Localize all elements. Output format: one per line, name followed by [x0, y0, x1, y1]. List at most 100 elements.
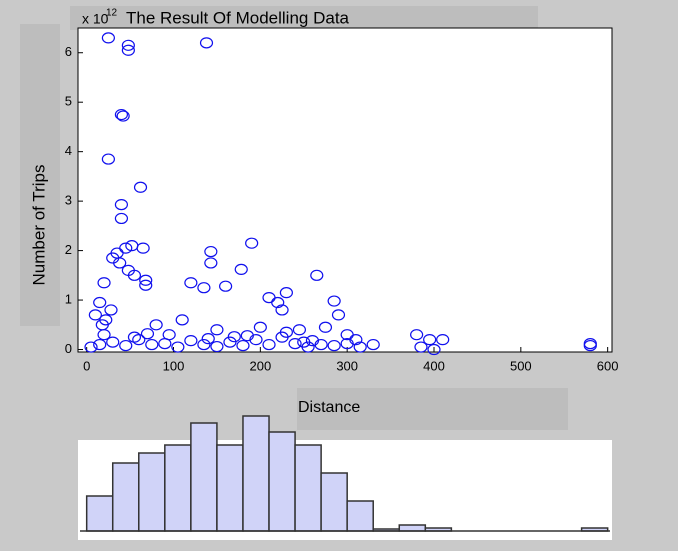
- point: [136, 242, 150, 254]
- point: [184, 277, 198, 289]
- point: [101, 32, 115, 44]
- point: [292, 324, 307, 336]
- point: [84, 341, 98, 353]
- x-tick-label: 500: [510, 358, 532, 373]
- point: [327, 295, 341, 307]
- point: [349, 334, 363, 346]
- x-tick-label: 400: [423, 358, 445, 373]
- x-axis-label: Distance: [298, 399, 360, 416]
- point: [171, 341, 185, 353]
- point: [127, 269, 142, 281]
- hist-bar: [398, 524, 427, 532]
- point: [113, 257, 127, 269]
- point: [240, 330, 254, 342]
- point: [132, 334, 146, 346]
- point: [245, 237, 259, 249]
- hist-bar: [138, 452, 166, 532]
- point: [97, 277, 111, 289]
- hist-bar: [85, 495, 114, 532]
- point: [201, 333, 215, 345]
- point: [353, 341, 367, 353]
- y-tick-label: 6: [65, 44, 72, 59]
- y-tick-label: 2: [65, 242, 72, 257]
- point: [104, 304, 118, 316]
- point: [234, 263, 248, 275]
- y-multiplier: x 10: [82, 11, 109, 27]
- hist-bar: [242, 415, 270, 532]
- hist-bar: [164, 444, 192, 532]
- point: [204, 257, 218, 269]
- point: [184, 335, 198, 347]
- point: [288, 337, 302, 350]
- point: [162, 329, 176, 341]
- y-tick-label: 5: [65, 94, 72, 109]
- point: [149, 319, 163, 331]
- point: [114, 212, 129, 225]
- hist-bar: [111, 462, 140, 532]
- point: [119, 339, 133, 352]
- point: [121, 39, 135, 51]
- point: [262, 338, 276, 351]
- point: [199, 37, 214, 49]
- y-label-box: [20, 24, 60, 326]
- point: [97, 329, 111, 341]
- hist-bar: [216, 444, 244, 532]
- point: [119, 242, 133, 254]
- point: [106, 336, 120, 348]
- point: [88, 309, 102, 321]
- point: [140, 328, 155, 340]
- x-tick-label: 300: [336, 358, 358, 373]
- point: [127, 331, 142, 343]
- point: [204, 245, 218, 258]
- point: [305, 335, 320, 347]
- point: [101, 153, 115, 165]
- point: [114, 108, 129, 121]
- point: [423, 334, 437, 346]
- hist-bar: [320, 472, 348, 532]
- chart-title: The Result Of Modelling Data: [126, 8, 350, 27]
- point: [175, 314, 189, 326]
- point: [121, 44, 135, 56]
- point: [210, 340, 224, 353]
- point: [114, 198, 129, 211]
- point: [279, 326, 293, 338]
- point: [275, 304, 289, 316]
- point: [145, 338, 159, 351]
- hist-bar: [346, 500, 374, 532]
- point: [427, 343, 441, 356]
- point: [436, 334, 450, 346]
- y-tick-label: 0: [65, 341, 72, 356]
- hist-bar: [190, 422, 218, 532]
- point: [410, 329, 424, 341]
- point: [197, 282, 211, 294]
- hist-bar: [268, 431, 296, 532]
- point: [93, 338, 107, 351]
- point: [116, 110, 130, 122]
- point: [227, 331, 241, 343]
- point: [223, 336, 237, 348]
- point: [133, 181, 148, 193]
- hist-bar: [294, 444, 322, 532]
- y-multiplier-exponent: 12: [106, 8, 118, 19]
- y-tick-label: 4: [65, 143, 72, 158]
- x-tick-label: 0: [83, 358, 90, 373]
- point: [93, 296, 107, 309]
- marks: 0 100 200 300 400 500 600 0 1 2 3 4 5 6: [65, 32, 619, 532]
- point: [279, 287, 293, 299]
- plot-area: [77, 27, 613, 353]
- point: [236, 339, 250, 352]
- x-tick-label: 200: [249, 358, 271, 373]
- point: [583, 339, 597, 352]
- point: [297, 336, 311, 348]
- point: [253, 321, 267, 333]
- point: [139, 274, 153, 286]
- point: [327, 339, 341, 352]
- x-label-box: [297, 388, 568, 430]
- y-axis-label: Number of Trips: [29, 165, 48, 286]
- x-tick-label: 100: [163, 358, 185, 373]
- point: [219, 280, 233, 292]
- x-tick-label: 600: [597, 358, 619, 373]
- point: [99, 314, 113, 326]
